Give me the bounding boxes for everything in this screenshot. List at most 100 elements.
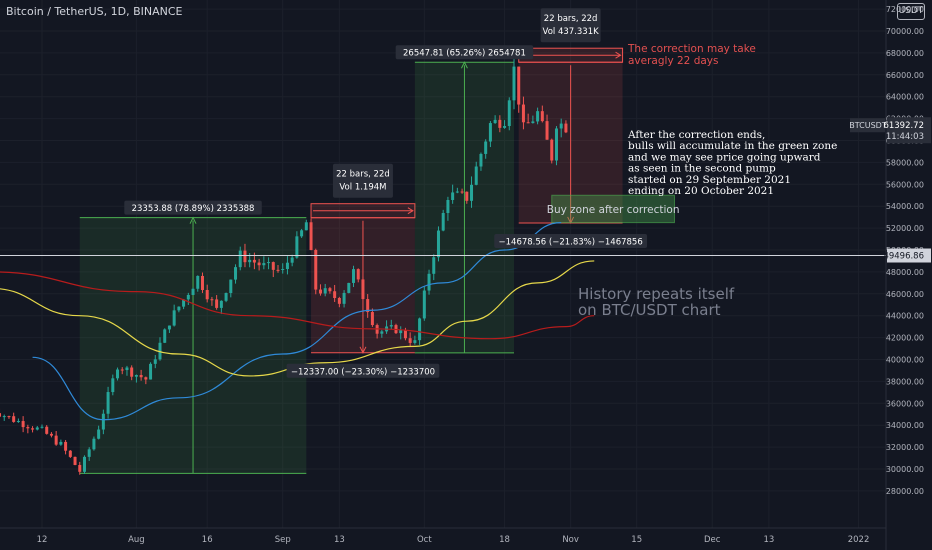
y-tick-label: 46000.00 xyxy=(886,290,924,299)
candle-body xyxy=(465,191,469,201)
candle-body xyxy=(493,119,497,124)
candle-body xyxy=(285,262,289,270)
accumulation-note-line: started on 29 September 2021 xyxy=(628,174,791,186)
candle-body xyxy=(554,128,558,161)
candle-body xyxy=(484,141,488,154)
measure-labels: 23353.88 (78.89%) 2335388 −12337.00 (−23.… xyxy=(124,8,679,378)
candle-body xyxy=(248,259,252,263)
x-tick-label: 2022 xyxy=(848,535,870,545)
correction-note-line: averagly 22 days xyxy=(628,55,718,67)
candle-body xyxy=(399,330,403,334)
y-tick-label: 38000.00 xyxy=(886,377,924,386)
candle-body xyxy=(427,273,431,291)
level-price-tag xyxy=(887,248,931,263)
candle-body xyxy=(200,275,204,290)
candle-body xyxy=(191,288,195,295)
candle-body xyxy=(526,122,530,124)
candle-body xyxy=(295,236,299,258)
y-tick-label: 28000.00 xyxy=(886,487,924,496)
moving-average-line xyxy=(0,260,595,377)
accumulation-note-line: bulls will accumulate in the green zone xyxy=(628,140,837,152)
measure-label: 26547.81 (65.26%) 2654781 xyxy=(403,49,526,59)
last-price-value: 61392.72 xyxy=(883,121,924,131)
candle-body xyxy=(550,139,554,161)
y-tick-label: 40000.00 xyxy=(886,356,924,365)
candle-body xyxy=(35,427,39,430)
candle-body xyxy=(101,413,105,430)
buy-zone-label: Buy zone after correction xyxy=(547,204,680,216)
candle-body xyxy=(455,191,459,193)
candle-body xyxy=(21,421,25,428)
correction-note-line: The correction may take xyxy=(627,43,756,55)
candle-body xyxy=(106,392,110,414)
candle-body xyxy=(540,111,544,122)
accumulation-note-line: as seen in the second pump xyxy=(628,163,776,175)
candle-body xyxy=(545,121,549,140)
measure-label: −14678.56 (−21.83%) −1467856 xyxy=(499,237,643,247)
x-tick-label: 13 xyxy=(334,535,345,545)
history-note-line: on BTC/USDT chart xyxy=(578,301,721,319)
candle-body xyxy=(290,257,294,263)
candle-body xyxy=(219,300,223,308)
candle-body xyxy=(422,290,426,319)
candle-body xyxy=(49,433,53,436)
candle-body xyxy=(488,123,492,142)
candle-body xyxy=(380,331,384,334)
candle-body xyxy=(139,375,143,378)
candle-body xyxy=(356,269,360,280)
candle-body xyxy=(512,66,516,101)
y-tick-label: 64000.00 xyxy=(886,93,924,102)
candle-body xyxy=(215,299,219,308)
candle-body xyxy=(389,325,393,327)
candle-body xyxy=(224,292,228,301)
candle-body xyxy=(370,312,374,326)
measure-label: −12337.00 (−23.30%) −1233700 xyxy=(291,367,435,377)
candle-body xyxy=(333,291,337,298)
candle-body xyxy=(82,456,86,472)
y-tick-label: 34000.00 xyxy=(886,421,924,430)
candle-body xyxy=(408,338,412,343)
candle-body xyxy=(366,299,370,313)
accumulation-note-line: ending on 20 October 2021 xyxy=(628,185,774,197)
candle-body xyxy=(470,184,474,201)
candle-body xyxy=(498,119,502,128)
candle-body xyxy=(54,435,58,445)
candle-body xyxy=(267,262,271,264)
x-tick-label: 16 xyxy=(202,535,213,545)
symbol-tag xyxy=(850,118,885,133)
y-tick-label: 54000.00 xyxy=(886,202,924,211)
candle-body xyxy=(507,100,511,127)
y-tick-label: 58000.00 xyxy=(886,158,924,167)
candle-body xyxy=(352,269,356,283)
candle-body xyxy=(347,282,351,293)
candle-body xyxy=(436,230,440,258)
candle-body xyxy=(125,367,129,371)
currency-badge[interactable]: USDT xyxy=(897,3,925,20)
range-arrow-head xyxy=(615,51,622,59)
measure-label-bg xyxy=(286,363,440,378)
candle-body xyxy=(59,441,63,445)
candle-body xyxy=(64,441,68,451)
candle-body xyxy=(73,456,77,465)
candle-body xyxy=(564,123,568,133)
candle-body xyxy=(441,212,445,231)
moving-average-line xyxy=(32,222,562,421)
x-tick-label: Dec xyxy=(704,535,721,545)
accumulation-note-line: and we may see price going upward xyxy=(628,151,821,163)
candle-body xyxy=(418,318,422,341)
candle-body xyxy=(413,340,417,343)
candle-body xyxy=(0,413,2,417)
x-tick-label: 15 xyxy=(631,535,642,545)
candle-body xyxy=(243,250,247,263)
x-tick-label: Oct xyxy=(417,535,432,545)
candle-body xyxy=(40,426,44,428)
measure-arrow-head xyxy=(359,346,367,354)
y-tick-label: 30000.00 xyxy=(886,465,924,474)
symbol-title[interactable]: Bitcoin / TetherUS, 1D, BINANCE xyxy=(6,5,183,18)
y-tick-label: 42000.00 xyxy=(886,334,924,343)
candle-body xyxy=(210,299,214,301)
candle-body xyxy=(97,429,101,439)
